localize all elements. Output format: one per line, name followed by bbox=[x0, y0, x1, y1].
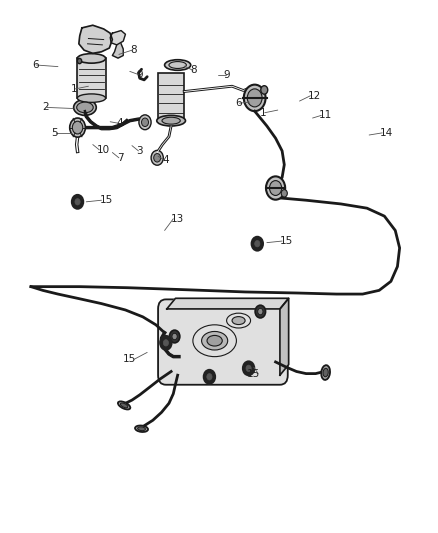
Ellipse shape bbox=[118, 401, 131, 409]
Text: 9: 9 bbox=[223, 70, 230, 79]
Ellipse shape bbox=[78, 54, 106, 63]
Circle shape bbox=[247, 89, 262, 107]
Polygon shape bbox=[110, 30, 125, 45]
Circle shape bbox=[151, 150, 163, 165]
Text: 1: 1 bbox=[260, 108, 267, 118]
Text: 9: 9 bbox=[136, 70, 143, 79]
Ellipse shape bbox=[77, 102, 93, 113]
Text: 5: 5 bbox=[51, 128, 58, 138]
Ellipse shape bbox=[78, 94, 106, 102]
Polygon shape bbox=[79, 25, 113, 53]
Circle shape bbox=[252, 237, 263, 251]
Ellipse shape bbox=[165, 60, 191, 70]
Polygon shape bbox=[280, 298, 289, 375]
Circle shape bbox=[72, 121, 83, 134]
Ellipse shape bbox=[120, 403, 128, 408]
Ellipse shape bbox=[135, 425, 148, 432]
Text: 14: 14 bbox=[380, 128, 393, 138]
Circle shape bbox=[160, 336, 172, 350]
Ellipse shape bbox=[201, 332, 228, 350]
Circle shape bbox=[172, 333, 177, 340]
Text: 6: 6 bbox=[32, 60, 39, 70]
Ellipse shape bbox=[157, 115, 185, 126]
Polygon shape bbox=[167, 298, 289, 309]
Circle shape bbox=[281, 190, 287, 197]
Text: 11: 11 bbox=[319, 110, 332, 120]
Ellipse shape bbox=[232, 317, 245, 325]
FancyBboxPatch shape bbox=[158, 300, 288, 385]
Circle shape bbox=[255, 305, 265, 318]
Circle shape bbox=[244, 85, 265, 111]
Circle shape bbox=[141, 118, 148, 126]
Circle shape bbox=[70, 118, 85, 137]
Ellipse shape bbox=[74, 100, 96, 115]
Circle shape bbox=[246, 365, 251, 372]
Text: 8: 8 bbox=[191, 66, 198, 75]
Text: 15: 15 bbox=[247, 369, 260, 378]
Ellipse shape bbox=[323, 368, 328, 377]
Circle shape bbox=[261, 86, 268, 94]
Ellipse shape bbox=[162, 117, 180, 124]
Text: 8: 8 bbox=[130, 45, 136, 55]
Bar bbox=[78, 59, 106, 98]
Circle shape bbox=[139, 115, 151, 130]
Text: 1: 1 bbox=[71, 84, 78, 94]
Ellipse shape bbox=[138, 427, 145, 431]
Text: 3: 3 bbox=[136, 146, 143, 156]
Text: 12: 12 bbox=[308, 91, 321, 101]
Text: 7: 7 bbox=[117, 153, 124, 163]
Circle shape bbox=[266, 176, 285, 200]
Circle shape bbox=[163, 340, 169, 346]
Circle shape bbox=[269, 181, 282, 196]
Text: 4: 4 bbox=[162, 156, 169, 165]
Circle shape bbox=[207, 374, 212, 380]
Circle shape bbox=[170, 330, 180, 343]
Ellipse shape bbox=[321, 365, 330, 380]
Circle shape bbox=[78, 59, 82, 63]
Text: 15: 15 bbox=[123, 354, 136, 364]
Circle shape bbox=[204, 370, 215, 384]
Text: 15: 15 bbox=[99, 195, 113, 205]
Circle shape bbox=[72, 195, 83, 209]
Ellipse shape bbox=[207, 335, 222, 346]
Polygon shape bbox=[113, 44, 123, 58]
Circle shape bbox=[258, 309, 263, 315]
Text: 6: 6 bbox=[235, 98, 242, 108]
Text: 4: 4 bbox=[117, 118, 124, 128]
Bar bbox=[158, 73, 184, 120]
Text: 15: 15 bbox=[280, 236, 293, 246]
Circle shape bbox=[254, 240, 260, 247]
Circle shape bbox=[243, 361, 254, 375]
Circle shape bbox=[75, 199, 80, 205]
Text: 13: 13 bbox=[171, 214, 184, 224]
Text: 10: 10 bbox=[97, 145, 110, 155]
Circle shape bbox=[154, 154, 161, 162]
Text: 2: 2 bbox=[42, 102, 49, 112]
